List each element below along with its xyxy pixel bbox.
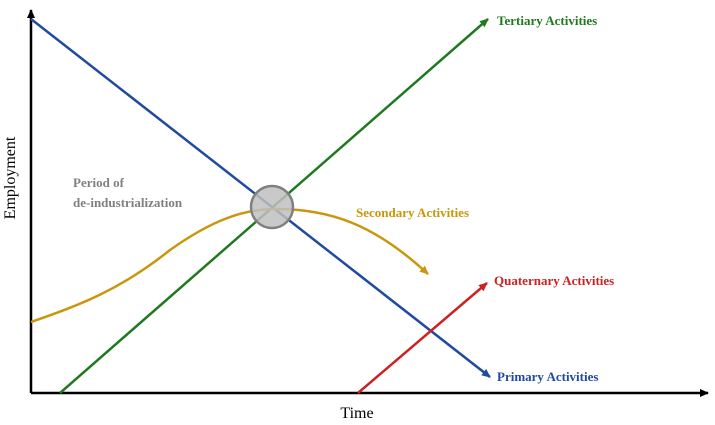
x-axis-label: Time <box>340 405 373 422</box>
tertiary-activities-label: Tertiary Activities <box>497 13 597 28</box>
deindustrialization-crossover-marker <box>249 184 295 230</box>
annotation-line-2: de-industrialization <box>73 195 183 210</box>
quaternary-activities-label: Quaternary Activities <box>494 273 614 288</box>
quaternary-activities-line <box>357 282 488 394</box>
annotation-line-1: Period of <box>73 175 125 190</box>
y-axis-label: Employment <box>2 136 19 219</box>
secondary-activities-label: Secondary Activities <box>356 205 469 220</box>
secondary-activities-curve <box>30 207 429 324</box>
primary-activities-label: Primary Activities <box>497 369 598 384</box>
